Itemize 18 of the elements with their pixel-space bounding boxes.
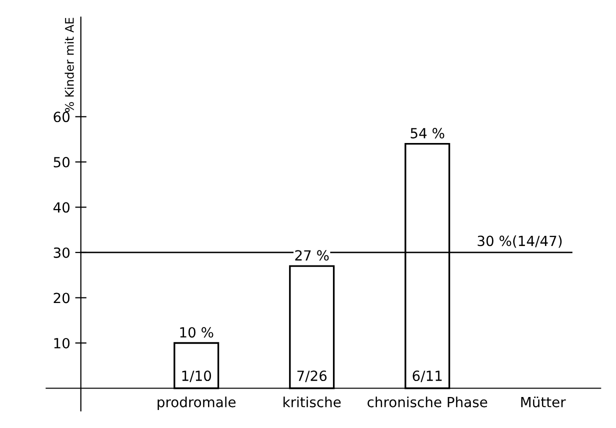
x-tick-label: chronische Phase (368, 396, 488, 408)
data-label: 27 % (295, 250, 329, 261)
y-tick-label: 20 (54, 292, 70, 304)
y-tick-label: 10 (54, 338, 70, 348)
y-axis-title: % Kinder mit AE (64, 18, 74, 112)
annotation: 6/11 (412, 370, 442, 382)
annotation: 1/10 (182, 370, 212, 382)
annotation: 7/26 (297, 370, 327, 382)
x-tick-label: kritische (284, 396, 341, 408)
y-tick-label: 30 (54, 247, 70, 258)
data-label: 54 % (410, 128, 444, 138)
x-tick-label: Mütter (521, 396, 566, 408)
ref-line-label: 30 %(14/47) (478, 235, 562, 248)
data-label: 10 % (180, 327, 214, 338)
x-tick-label: prodromale (158, 396, 236, 410)
y-tick-label: 50 (54, 156, 70, 168)
y-tick-label: 60 (54, 112, 70, 122)
y-tick-label: 40 (53, 202, 70, 213)
